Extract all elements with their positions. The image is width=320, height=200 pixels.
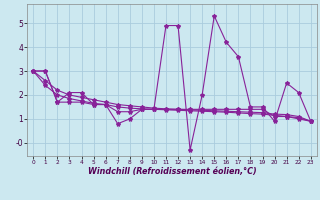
X-axis label: Windchill (Refroidissement éolien,°C): Windchill (Refroidissement éolien,°C) bbox=[88, 167, 256, 176]
